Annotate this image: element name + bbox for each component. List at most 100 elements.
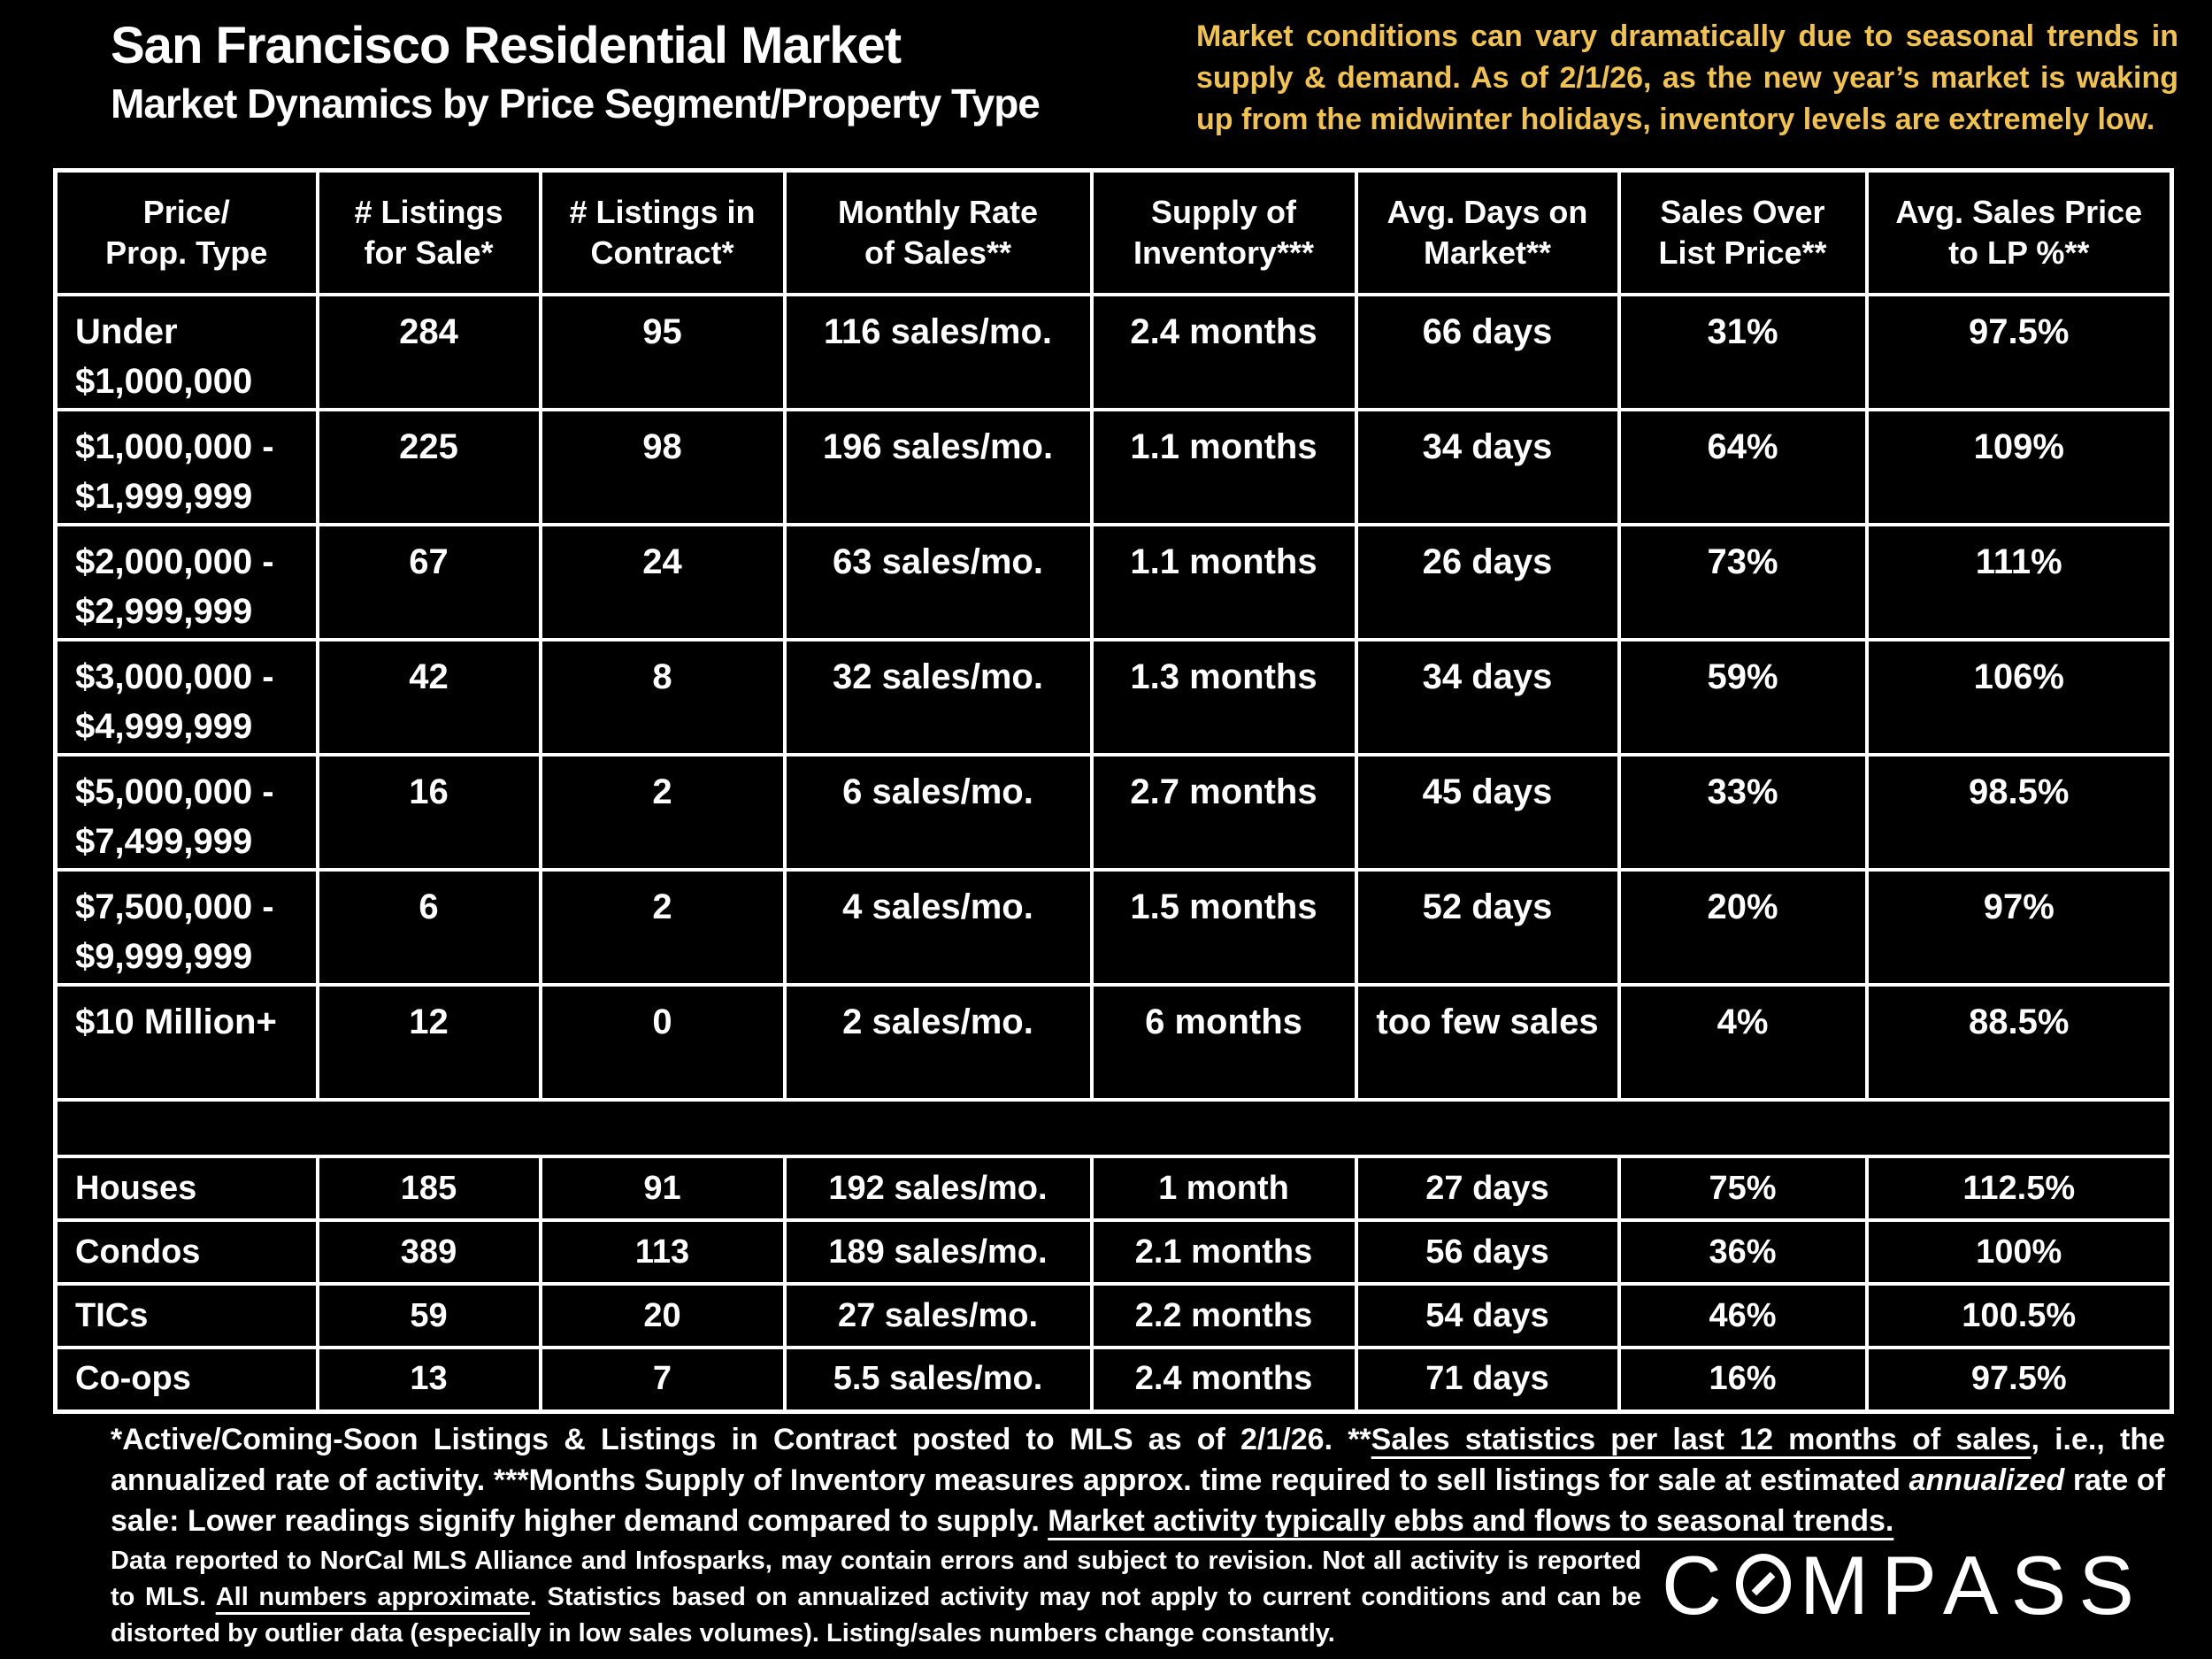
- table-row: $10 Million+ 12 0 2 sales/mo. 6 months too fe…: [53, 983, 2174, 1102]
- price-rows: Under $1,000,000 284 95 116 sales/mo. 2.4 mon…: [53, 293, 2174, 1102]
- table-row: Houses 185 91 192 sales/mo. 1 month 27 days 75…: [53, 1155, 2174, 1222]
- footnote-sales-statistics: *Active/Coming-Soon Listings & Listings …: [111, 1423, 2166, 1538]
- table-row: Condos 389 113 189 sales/mo. 2.1 months 56 da…: [53, 1218, 2174, 1286]
- table-row: Under $1,000,000 284 95 116 sales/mo. 2.4 mon…: [53, 293, 2174, 411]
- row-label: Under $1,000,000: [53, 293, 319, 411]
- data-cell: 7: [538, 1346, 787, 1413]
- data-cell: 2 sales/mo.: [782, 983, 1094, 1102]
- table-row: $5,000,000 - $7,499,999 16 2 6 sales/mo. 2.7 …: [53, 753, 2174, 872]
- data-cell: 1 month: [1089, 1155, 1358, 1222]
- data-cell: 66 days: [1354, 293, 1621, 411]
- data-cell: 26 days: [1354, 523, 1621, 641]
- data-cell: 56 days: [1354, 1218, 1621, 1286]
- data-cell: 13: [315, 1346, 542, 1413]
- spacer-row: [53, 1098, 2174, 1158]
- data-cell: 91: [538, 1155, 787, 1222]
- data-cell: 389: [315, 1218, 542, 1286]
- data-cell: 189 sales/mo.: [782, 1218, 1094, 1286]
- page-subtitle: Market Dynamics by Price Segment/Propert…: [111, 81, 1041, 127]
- row-label: Condos: [53, 1218, 319, 1286]
- table-header: Price/Prop. Type # Listings for Sale* # L…: [53, 168, 2174, 296]
- footnote-data-disclaimer: Data reported to NorCal MLS Alliance and…: [111, 1547, 1641, 1647]
- data-cell: 113: [538, 1218, 787, 1286]
- data-cell: 54 days: [1354, 1282, 1621, 1349]
- row-label: $3,000,000 - $4,999,999: [53, 638, 319, 757]
- data-cell: 34 days: [1354, 408, 1621, 526]
- data-cell: 97.5%: [1864, 1346, 2174, 1413]
- data-cell: 4 sales/mo.: [782, 868, 1094, 987]
- data-cell: 34 days: [1354, 638, 1621, 757]
- row-label: Houses: [53, 1155, 319, 1222]
- data-cell: 196 sales/mo.: [782, 408, 1094, 526]
- title-block: San Francisco Residential Market Market …: [111, 14, 1041, 129]
- row-label: TICs: [53, 1282, 319, 1349]
- col-header-sales-over-list-price: Sales Over List Price**: [1617, 168, 1869, 296]
- data-cell: 20: [538, 1282, 787, 1349]
- data-cell: 32 sales/mo.: [782, 638, 1094, 757]
- data-cell: 1.3 months: [1089, 638, 1358, 757]
- col-header-supply-of-inventory: Supply of Inventory***: [1089, 168, 1358, 296]
- col-header-monthly-rate-of-sales: Monthly Rate of Sales**: [782, 168, 1094, 296]
- row-label: $5,000,000 - $7,499,999: [53, 753, 319, 872]
- row-label: $7,500,000 - $9,999,999: [53, 868, 319, 987]
- col-header-avg-days-on-market: Avg. Days on Market**: [1354, 168, 1621, 296]
- market-dynamics-table: Price/Prop. Type # Listings for Sale* # L…: [53, 168, 2174, 1414]
- data-cell: 284: [315, 293, 542, 411]
- data-cell: 2.1 months: [1089, 1218, 1358, 1286]
- table-row: $7,500,000 - $9,999,999 6 2 4 sales/mo. 1.5 m…: [53, 868, 2174, 987]
- data-cell: 88.5%: [1864, 983, 2174, 1102]
- data-cell: 2: [538, 868, 787, 987]
- header-row: Price/Prop. Type # Listings for Sale* # L…: [53, 168, 2174, 296]
- col-header-listings-for-sale: # Listings for Sale*: [315, 168, 542, 296]
- data-cell: 46%: [1617, 1282, 1869, 1349]
- data-cell: 2.2 months: [1089, 1282, 1358, 1349]
- data-cell: 36%: [1617, 1218, 1869, 1286]
- data-cell: 97.5%: [1864, 293, 2174, 411]
- row-label: $2,000,000 - $2,999,999: [53, 523, 319, 641]
- data-cell: 4%: [1617, 983, 1869, 1102]
- data-cell: 33%: [1617, 753, 1869, 872]
- data-cell: 64%: [1617, 408, 1869, 526]
- data-cell: 185: [315, 1155, 542, 1222]
- data-cell: 112.5%: [1864, 1155, 2174, 1222]
- compass-logo-text-right: MPASS: [1799, 1539, 2147, 1632]
- data-cell: 52 days: [1354, 868, 1621, 987]
- compass-logo-text-left: C: [1662, 1539, 1734, 1632]
- data-cell: 111%: [1864, 523, 2174, 641]
- data-cell: 31%: [1617, 293, 1869, 411]
- row-label: $1,000,000 - $1,999,999: [53, 408, 319, 526]
- data-cell: 100.5%: [1864, 1282, 2174, 1349]
- data-cell: 1.1 months: [1089, 523, 1358, 641]
- data-cell: 27 days: [1354, 1155, 1621, 1222]
- data-cell: 1.5 months: [1089, 868, 1358, 987]
- data-cell: 106%: [1864, 638, 2174, 757]
- data-cell: 12: [315, 983, 542, 1102]
- data-cell: 192 sales/mo.: [782, 1155, 1094, 1222]
- data-cell: 0: [538, 983, 787, 1102]
- table-row: $3,000,000 - $4,999,999 42 8 32 sales/mo. 1.3…: [53, 638, 2174, 757]
- data-cell: 24: [538, 523, 787, 641]
- table-row: $2,000,000 - $2,999,999 67 24 63 sales/mo. 1.…: [53, 523, 2174, 641]
- data-cell: 67: [315, 523, 542, 641]
- table-row: TICs 59 20 27 sales/mo. 2.2 months 54 days 46%…: [53, 1282, 2174, 1349]
- data-cell: 98.5%: [1864, 753, 2174, 872]
- data-cell: 59: [315, 1282, 542, 1349]
- data-cell: 8: [538, 638, 787, 757]
- data-cell: 5.5 sales/mo.: [782, 1346, 1094, 1413]
- data-cell: 27 sales/mo.: [782, 1282, 1094, 1349]
- row-label: $10 Million+: [53, 983, 319, 1102]
- data-cell: 225: [315, 408, 542, 526]
- data-cell: 6 months: [1089, 983, 1358, 1102]
- col-header-avg-sales-price-to-lp: Avg. Sales Price to LP %**: [1864, 168, 2174, 296]
- data-cell: 1.1 months: [1089, 408, 1358, 526]
- data-cell: 45 days: [1354, 753, 1621, 872]
- table-row: $1,000,000 - $1,999,999 225 98 196 sales/mo.…: [53, 408, 2174, 526]
- table-row: Co-ops 13 7 5.5 sales/mo. 2.4 months 71 days 1…: [53, 1346, 2174, 1413]
- compass-o-needle-icon: [1735, 1554, 1791, 1614]
- compass-logo: C MPASS: [1662, 1538, 2147, 1633]
- seasonal-market-note: Market conditions can vary dramatically …: [1196, 19, 2178, 136]
- data-cell: 73%: [1617, 523, 1869, 641]
- section-spacer: [53, 1098, 2174, 1158]
- data-cell: 2.4 months: [1089, 293, 1358, 411]
